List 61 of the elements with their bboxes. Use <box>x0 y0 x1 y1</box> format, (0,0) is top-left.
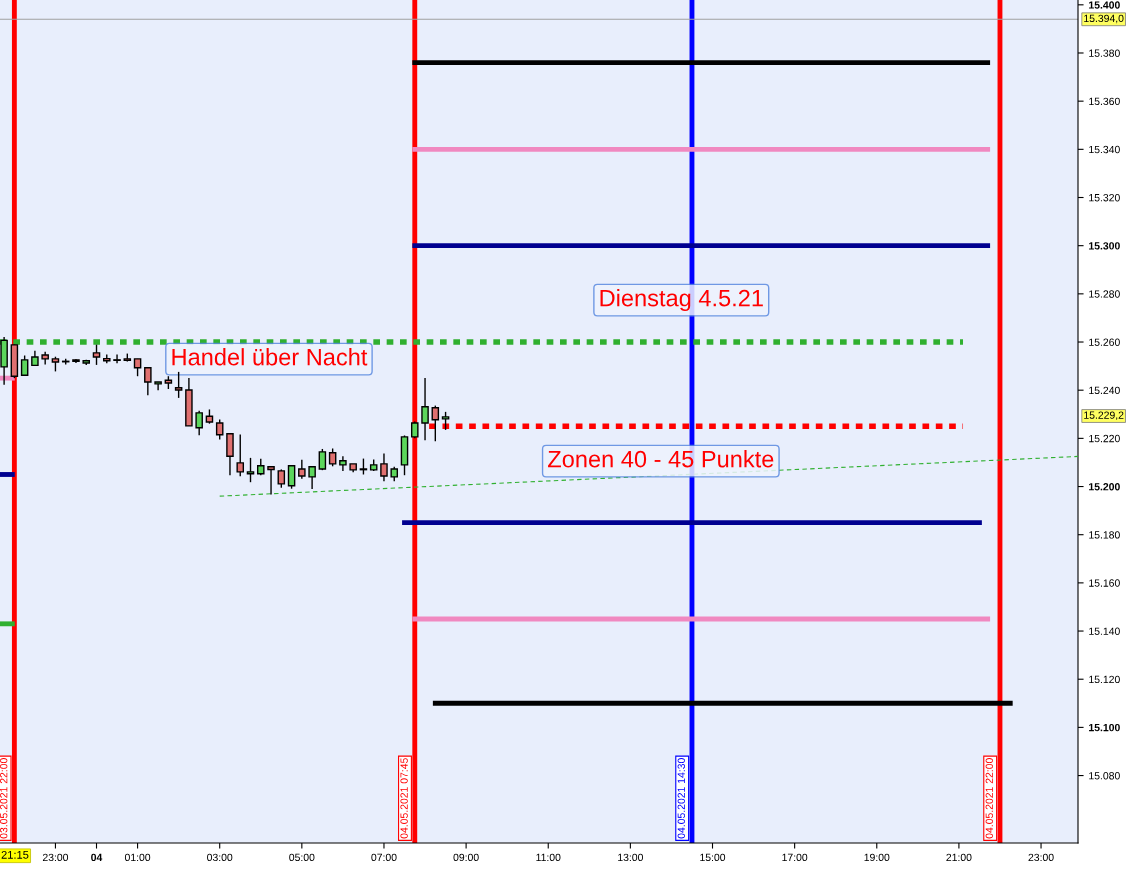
candlestick <box>441 411 450 431</box>
candlestick <box>215 418 224 441</box>
x-tick-label: 23:00 <box>1028 853 1054 862</box>
candlestick <box>236 433 245 477</box>
text: 15.229,2 <box>1084 411 1124 421</box>
candlestick <box>298 459 306 480</box>
y-tick-label: 15.100 <box>1089 723 1120 732</box>
x-tick-label: 07:00 <box>371 853 397 862</box>
x-tick-label: 19:00 <box>864 853 890 862</box>
candlestick <box>154 381 162 391</box>
annotation: Zonen 40 - 45 Punkte <box>548 450 774 468</box>
annotation: Dienstag 4.5.21 <box>600 289 763 312</box>
x-tick-label: 03:00 <box>207 853 233 862</box>
y-tick-label: 15.260 <box>1089 338 1120 346</box>
ref-line-label: 03.05.2021 22:00 <box>0 758 8 839</box>
x-tick-label: 17:00 <box>782 853 808 862</box>
candlestick <box>226 433 234 476</box>
candlestick <box>92 343 101 366</box>
candlestick <box>113 353 121 364</box>
candlestick <box>267 466 275 496</box>
x-tick-label: 05:00 <box>289 853 315 862</box>
y-tick-label: 15.400 <box>1089 1 1120 9</box>
candlestick <box>431 404 440 442</box>
candlestick <box>195 409 203 436</box>
x-tick-label: 13:00 <box>618 853 643 862</box>
candlestick <box>20 354 29 377</box>
x-tick-label: 11:00 <box>536 853 561 862</box>
y-tick-label: 15.320 <box>1089 194 1120 202</box>
ref-line-label: 04.05.2021 14:30 <box>677 758 685 839</box>
y-tick-label: 15.360 <box>1089 97 1120 106</box>
x-tick-label: 21:00 <box>946 853 972 862</box>
ref-line-label: 04.05.2021 07:45 <box>400 758 408 839</box>
candlestick <box>308 466 316 490</box>
y-tick-label: 15.220 <box>1089 434 1120 443</box>
y-tick-label: 15.300 <box>1089 242 1120 250</box>
candlestick <box>246 457 255 483</box>
y-tick-label: 15.180 <box>1089 531 1120 539</box>
y-tick-label: 15.160 <box>1089 579 1120 587</box>
y-tick-label: 15.200 <box>1089 483 1120 491</box>
y-tick-label: 15.080 <box>1089 772 1120 780</box>
candlestick <box>380 452 388 482</box>
y-tick-label: 15.240 <box>1089 386 1120 395</box>
y-tick-label: 15.140 <box>1089 627 1120 635</box>
text: 21:15 <box>1 850 29 859</box>
y-tick-label: 15.120 <box>1089 675 1120 684</box>
candlestick <box>174 371 183 399</box>
annotation: Handel über Nacht <box>172 348 368 366</box>
y-tick-label: 15.380 <box>1089 49 1120 57</box>
x-tick-label: 09:00 <box>453 853 479 862</box>
candlestick <box>421 377 429 441</box>
x-tick-label: 23:00 <box>42 853 69 862</box>
ref-line-label: 04.05.2021 22:00 <box>985 758 993 839</box>
candlestick <box>144 367 152 396</box>
x-tick-label: 01:00 <box>124 853 151 862</box>
candlestick <box>287 465 296 490</box>
x-tick-label: 04 <box>91 853 103 862</box>
y-tick-label: 15.340 <box>1089 145 1120 154</box>
x-tick-label: 15:00 <box>700 853 726 862</box>
ref-line-label: 15.394,0 <box>1084 14 1124 24</box>
candlestick <box>277 468 286 489</box>
y-tick-label: 15.280 <box>1089 290 1120 298</box>
